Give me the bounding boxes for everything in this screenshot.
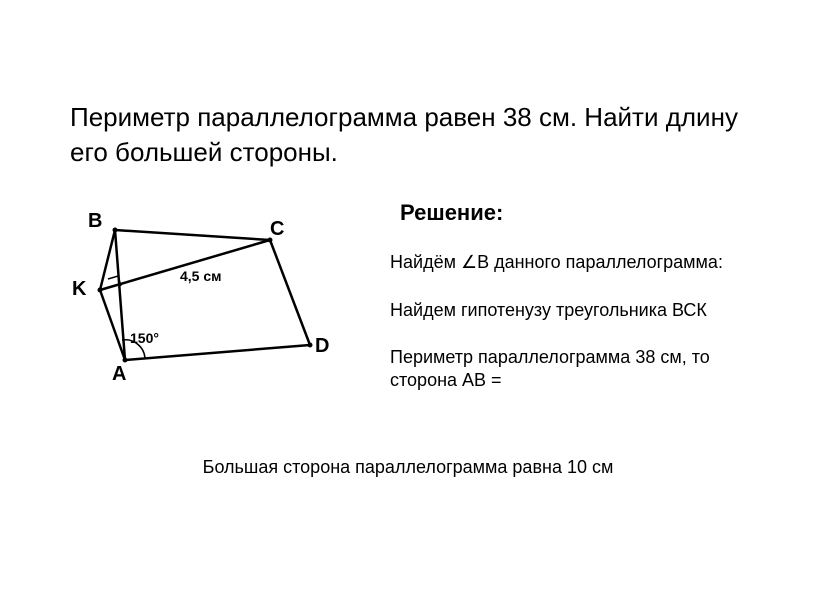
label-A: A: [112, 363, 126, 386]
content-row: B C K A D 4,5 см 150° Решение: Найдём ∠В…: [70, 200, 746, 417]
step-2: Найдем гипотенузу треугольника ВСК: [390, 299, 746, 322]
solution-area: Решение: Найдём ∠В данного параллелограм…: [390, 200, 746, 417]
dot-K: [98, 288, 103, 293]
dot-D: [308, 343, 313, 348]
solution-heading: Решение:: [400, 200, 746, 226]
edge-BK: [100, 230, 115, 290]
label-C: C: [270, 218, 284, 241]
geometry-diagram: B C K A D 4,5 см 150°: [70, 200, 350, 400]
step-3: Периметр параллелограмма 38 см, то сторо…: [390, 346, 746, 393]
label-B: B: [88, 210, 102, 233]
label-D: D: [315, 335, 329, 358]
label-K: K: [72, 278, 86, 301]
problem-title: Периметр параллелограмма равен 38 см. На…: [70, 100, 746, 170]
dot-B: [113, 228, 118, 233]
step-1: Найдём ∠В данного параллелограмма:: [390, 251, 746, 274]
edge-DA: [125, 345, 310, 360]
edge-BC: [115, 230, 270, 240]
conclusion-text: Большая сторона параллелограмма равна 10…: [70, 457, 746, 478]
label-angle-150: 150°: [130, 330, 159, 346]
edge-CD: [270, 240, 310, 345]
label-segment-CK: 4,5 см: [180, 268, 222, 284]
dot-A: [123, 358, 128, 363]
